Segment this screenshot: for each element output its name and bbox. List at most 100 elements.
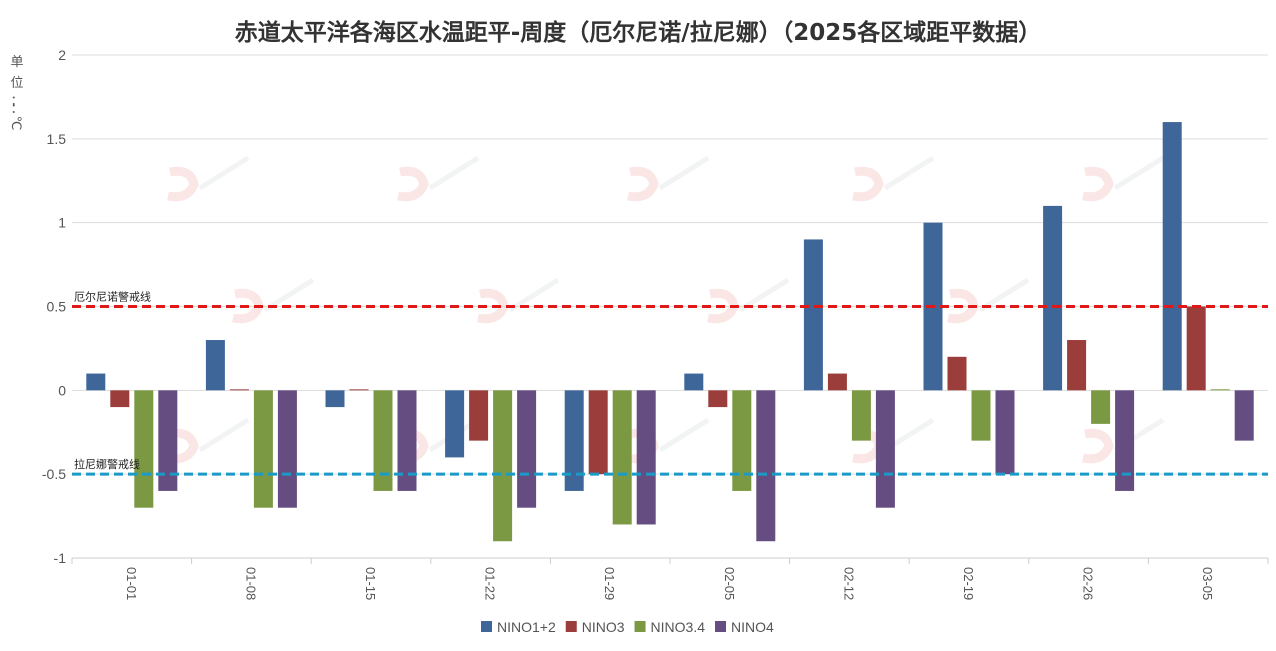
y-tick-label: -0.5	[42, 466, 66, 482]
x-tick-label: 02-05	[722, 567, 737, 600]
reference-line-label: 厄尔尼诺警戒线	[74, 290, 151, 304]
watermark-swoosh	[167, 428, 199, 464]
x-tick-label: 03-05	[1200, 567, 1215, 600]
bar	[253, 390, 273, 508]
watermark-stroke	[658, 155, 710, 191]
x-tick-label: 01-15	[363, 567, 378, 600]
bar	[875, 390, 895, 508]
bar	[229, 389, 249, 391]
bar	[277, 390, 297, 508]
y-tick-label: -1	[54, 550, 67, 566]
bar	[1210, 389, 1230, 391]
x-tick-label: 02-26	[1081, 567, 1096, 600]
watermark-swoosh	[852, 166, 884, 202]
x-tick-label: 02-19	[961, 567, 976, 600]
bar	[1115, 390, 1135, 491]
y-tick-label: 1.5	[47, 131, 67, 147]
x-tick-label: 01-22	[483, 567, 498, 600]
bar	[517, 390, 537, 508]
bar	[827, 373, 847, 391]
watermark-mark	[627, 155, 710, 202]
bar	[1091, 390, 1111, 424]
bar	[803, 239, 823, 391]
watermark-swoosh	[1082, 428, 1114, 464]
bar	[397, 390, 417, 491]
watermark-mark	[707, 277, 790, 324]
bar	[110, 390, 130, 408]
y-axis-unit-label: 单位：：℃	[8, 55, 24, 130]
bar	[1043, 205, 1063, 391]
watermark-swoosh	[627, 166, 659, 202]
watermark-mark	[167, 155, 250, 202]
watermark-mark	[852, 155, 935, 202]
legend-label: NINO3.4	[651, 619, 706, 635]
watermark-swoosh	[397, 166, 429, 202]
bar	[732, 390, 752, 491]
watermark-stroke	[658, 417, 710, 453]
y-tick-label: 0	[58, 382, 66, 398]
bar	[1234, 390, 1254, 441]
y-unit-char: 单	[10, 55, 23, 70]
watermark-stroke	[883, 155, 935, 191]
bar	[1186, 306, 1206, 391]
bar	[564, 390, 584, 491]
y-unit-char: ：	[10, 94, 23, 109]
bar	[636, 390, 656, 525]
x-tick-label: 01-01	[124, 567, 139, 600]
bar	[325, 390, 345, 408]
legend-label: NINO4	[731, 619, 774, 635]
legend-label: NINO1+2	[497, 619, 556, 635]
legend-label: NINO3	[582, 619, 625, 635]
watermark-stroke	[1113, 155, 1165, 191]
legend-swatch	[715, 621, 727, 632]
y-tick-label: 1	[58, 215, 66, 231]
bar	[947, 356, 967, 391]
reference-line-label: 拉尼娜警戒线	[74, 457, 140, 471]
watermark-swoosh	[167, 166, 199, 202]
bar	[612, 390, 632, 525]
y-tick-label: 0.5	[47, 299, 67, 315]
legend-swatch	[634, 621, 646, 632]
bar	[756, 390, 776, 542]
watermark-mark	[1082, 155, 1165, 202]
bar	[995, 390, 1015, 475]
bar	[493, 390, 513, 542]
bars-layer	[86, 122, 1254, 542]
legend-swatch	[481, 621, 492, 632]
bar	[469, 390, 489, 441]
bar	[1067, 340, 1087, 391]
bar	[971, 390, 991, 441]
y-tick-label: 2	[58, 47, 66, 63]
bar	[708, 390, 728, 408]
chart-title: 赤道太平洋各海区水温距平-周度（厄尔尼诺/拉尼娜）（2025各区域距平数据）	[235, 19, 1041, 46]
watermark-stroke	[198, 155, 250, 191]
watermark-mark	[947, 277, 1030, 324]
legend-swatch	[565, 621, 577, 632]
bar	[851, 390, 871, 441]
y-unit-char: ℃	[8, 116, 23, 131]
bar	[445, 390, 465, 458]
watermark-stroke	[198, 417, 250, 453]
watermark-mark	[477, 277, 560, 324]
bar	[158, 390, 178, 491]
x-tick-label: 01-08	[243, 567, 258, 600]
bar	[684, 373, 704, 391]
y-unit-char: ：	[10, 102, 23, 117]
x-axis: 01-01 01-08 01-15 01-22 01-29 02-05 02-12 02-19…	[71, 557, 1269, 600]
watermark-swoosh	[1082, 166, 1114, 202]
x-tick-label: 02-12	[841, 567, 856, 600]
bar	[134, 390, 154, 508]
bar	[86, 373, 106, 391]
watermark-mark	[167, 417, 250, 464]
y-unit-char: 位	[10, 76, 23, 91]
watermark-stroke	[508, 277, 560, 313]
bar	[588, 390, 608, 475]
bar	[205, 340, 225, 391]
watermark-mark	[232, 277, 315, 324]
watermark-stroke	[428, 155, 480, 191]
bar	[373, 390, 393, 491]
bar	[1162, 122, 1182, 391]
